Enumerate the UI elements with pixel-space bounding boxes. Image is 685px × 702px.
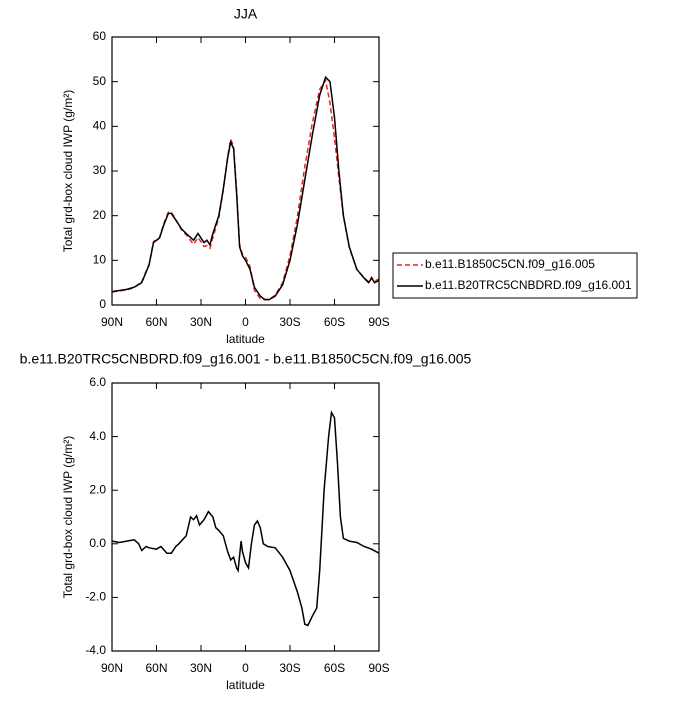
x-tick-label: 60N <box>145 661 167 675</box>
chart-title: JJA <box>234 6 258 22</box>
x-tick-label: 30N <box>190 315 212 329</box>
plot-frame <box>111 382 380 652</box>
x-tick-label: 0 <box>242 315 249 329</box>
x-tick-label: 30S <box>279 315 300 329</box>
plot-frame <box>111 36 380 306</box>
x-tick-label: 90N <box>101 661 123 675</box>
x-axis-label: latitude <box>226 678 265 692</box>
y-tick-label: 0 <box>99 297 106 311</box>
y-tick-label: 30 <box>93 163 107 177</box>
y-axis-label: Total grd-box cloud IWP (g/m²) <box>61 436 75 599</box>
y-tick-label: 0.0 <box>89 536 106 550</box>
y-tick-label: 20 <box>93 208 107 222</box>
y-tick-label: 2.0 <box>89 482 106 496</box>
x-tick-label: 0 <box>242 661 249 675</box>
legend-label: b.e11.B20TRC5CNBDRD.f09_g16.001 <box>425 278 632 292</box>
y-tick-label: -4.0 <box>85 643 106 657</box>
legend-label: b.e11.B1850C5CN.f09_g16.005 <box>425 257 595 271</box>
x-tick-label: 90S <box>368 661 389 675</box>
x-tick-label: 60S <box>324 661 345 675</box>
legend-box <box>392 252 638 299</box>
x-tick-label: 30N <box>190 661 212 675</box>
y-tick-label: 50 <box>93 74 107 88</box>
x-tick-label: 60S <box>324 315 345 329</box>
y-axis-label: Total grd-box cloud IWP (g/m²) <box>61 90 75 253</box>
series-line <box>111 78 380 301</box>
x-tick-label: 60N <box>145 315 167 329</box>
y-tick-label: 60 <box>93 29 107 43</box>
x-tick-label: 30S <box>279 661 300 675</box>
series-line <box>111 75 380 301</box>
chart-title: b.e11.B20TRC5CNBDRD.f09_g16.001 - b.e11.… <box>20 351 472 367</box>
y-tick-label: 4.0 <box>89 429 106 443</box>
y-tick-label: 10 <box>93 253 107 267</box>
x-tick-label: 90N <box>101 315 123 329</box>
y-tick-label: -2.0 <box>85 590 106 604</box>
y-tick-label: 6.0 <box>89 375 106 389</box>
y-tick-label: 40 <box>93 119 107 133</box>
x-tick-label: 90S <box>368 315 389 329</box>
series-line <box>111 410 380 627</box>
x-axis-label: latitude <box>226 332 265 346</box>
